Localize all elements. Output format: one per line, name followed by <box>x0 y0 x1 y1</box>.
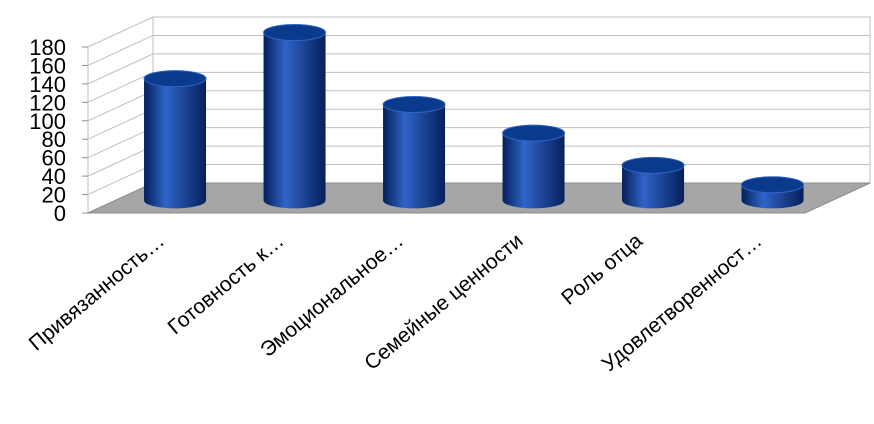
y-tick-label: 140 <box>29 72 66 97</box>
y-tick-label: 160 <box>29 53 66 78</box>
y-tick-label: 40 <box>42 164 66 189</box>
x-category-label: Роль отца <box>557 229 647 310</box>
y-tick-label: 100 <box>29 109 66 134</box>
bar-body <box>144 78 207 209</box>
bar-body <box>502 133 565 209</box>
bar <box>502 124 566 209</box>
gridline-side <box>87 71 154 103</box>
bar <box>382 95 446 209</box>
y-tick-label: 80 <box>42 127 66 152</box>
bars <box>143 24 805 209</box>
y-tick-label: 20 <box>42 183 66 208</box>
gridline-side <box>87 127 154 159</box>
y-tick-label: 60 <box>42 146 66 171</box>
gridline-side <box>87 108 154 140</box>
bar-body <box>622 165 685 209</box>
y-tick-label: 180 <box>29 35 66 60</box>
y-tick-label: 120 <box>29 90 66 115</box>
gridline-side <box>87 90 154 122</box>
gridline-side <box>87 145 154 177</box>
bar <box>143 70 207 209</box>
bar-top <box>382 95 446 113</box>
gridline-side <box>87 34 154 66</box>
x-category-label: Привязанность… <box>25 229 169 355</box>
bar-top <box>263 24 327 42</box>
x-category-label: Готовность к… <box>164 229 289 339</box>
bar-top <box>502 124 566 142</box>
gridline-side <box>87 164 154 196</box>
gridline-side <box>87 16 154 48</box>
bar-top <box>621 156 685 174</box>
bar-body <box>383 104 446 209</box>
x-axis-labels: Привязанность…Готовность к…Эмоциональное… <box>25 229 767 376</box>
bar-top <box>741 176 805 194</box>
bar-top <box>143 70 207 88</box>
y-tick-label: 0 <box>54 201 66 226</box>
bar-body <box>263 32 326 209</box>
bar <box>263 24 327 209</box>
gridline-side <box>87 53 154 85</box>
bar <box>621 156 685 209</box>
bar <box>741 176 805 209</box>
